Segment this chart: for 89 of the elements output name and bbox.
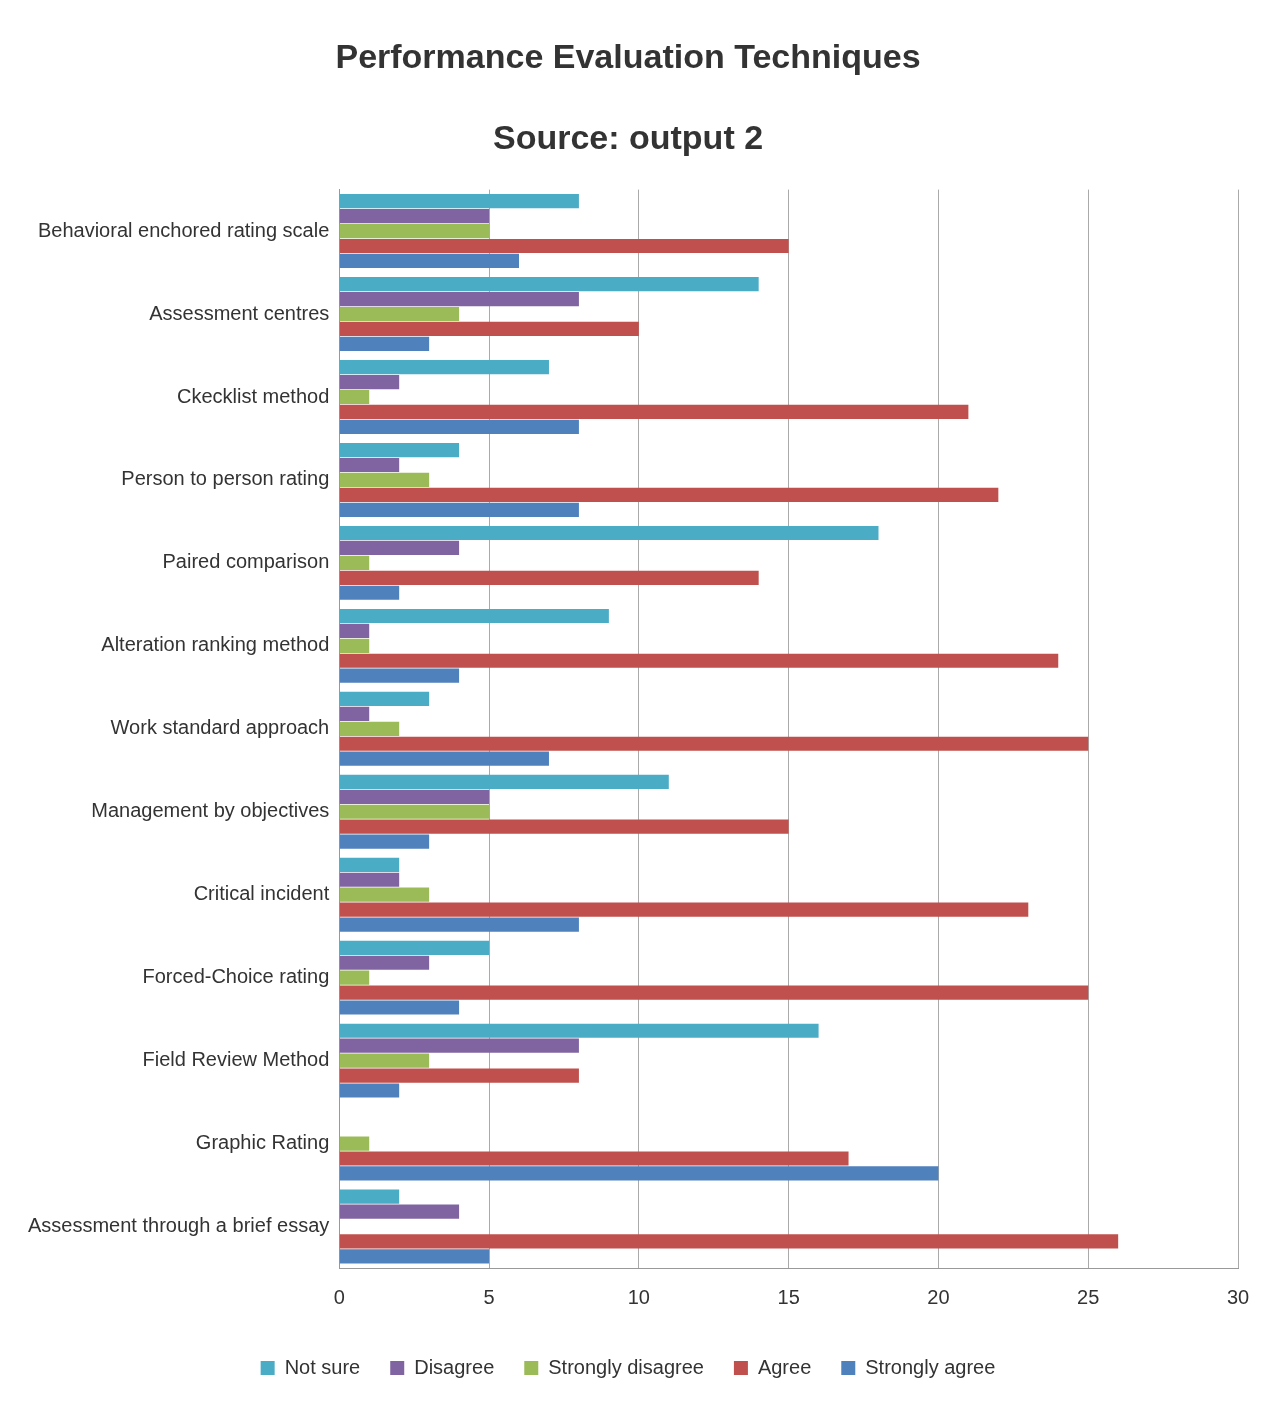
bar [339, 804, 490, 819]
bar [339, 253, 520, 269]
bar [339, 457, 400, 473]
x-tick-label: 30 [1226, 1285, 1250, 1308]
bar [339, 653, 1059, 668]
bar [339, 209, 490, 224]
bar [339, 442, 460, 458]
bar [339, 1151, 849, 1166]
bar [339, 1234, 1119, 1249]
bar [339, 487, 999, 502]
bar [339, 917, 579, 932]
bar [339, 887, 430, 902]
legend-label: Disagree [414, 1355, 495, 1378]
bar [339, 1249, 490, 1264]
y-tick-label: Graphic Rating [195, 1131, 330, 1154]
bar [339, 1189, 400, 1204]
x-tick-label: 0 [333, 1285, 345, 1308]
bar [339, 872, 400, 887]
legend-label: Not sure [284, 1355, 361, 1378]
bar [339, 985, 1089, 1000]
bar [339, 857, 400, 872]
y-tick-label: Assessment centres [149, 301, 330, 324]
bar [339, 292, 579, 307]
bar [339, 668, 460, 683]
bar [339, 321, 639, 337]
bar [339, 389, 370, 405]
bar [339, 819, 789, 834]
y-tick-label: Ckecklist method [176, 384, 330, 407]
y-tick-label: Forced-Choice rating [142, 965, 330, 988]
y-tick-label: Critical incident [193, 882, 330, 905]
bar [339, 940, 490, 955]
bar [339, 419, 579, 434]
chart-subtitle: Source: output 2 [492, 117, 764, 156]
bar [339, 555, 370, 570]
bar [339, 1083, 400, 1098]
x-tick-label: 15 [777, 1285, 800, 1308]
bar [339, 223, 490, 239]
bar [339, 691, 430, 707]
y-tick-label: Field Review Method [142, 1048, 330, 1071]
y-tick-label: Behavioral enchored rating scale [37, 218, 330, 241]
bar [339, 623, 370, 639]
bar [339, 277, 759, 292]
chart-title: Performance Evaluation Techniques [335, 36, 921, 75]
bar [339, 1023, 819, 1038]
bar [339, 238, 789, 254]
x-tick-label: 25 [1077, 1285, 1100, 1308]
y-tick-label: Paired comparison [162, 550, 330, 573]
legend-label: Strongly agree [865, 1355, 996, 1378]
bar [339, 902, 1029, 917]
x-tick-label: 5 [483, 1285, 495, 1308]
y-tick-label: Alteration ranking method [101, 633, 330, 656]
y-tick-label: Person to person rating [121, 467, 330, 490]
legend-label: Agree [757, 1355, 812, 1378]
bar [339, 1053, 430, 1068]
bar [339, 194, 579, 209]
bar [339, 751, 549, 766]
bar [339, 721, 400, 736]
bar [339, 404, 969, 420]
bar [339, 502, 579, 517]
bar [339, 1204, 460, 1219]
bar [339, 525, 879, 541]
bar [339, 472, 430, 488]
y-tick-label: Assessment through a brief essay [27, 1214, 330, 1237]
bar [339, 608, 609, 624]
bar [339, 955, 430, 970]
bar [339, 1068, 579, 1083]
bar [339, 374, 400, 390]
bar [339, 789, 490, 804]
y-tick-label: Management by objectives [91, 799, 330, 822]
bar [339, 970, 370, 985]
bar [339, 540, 460, 556]
bar [339, 736, 1089, 751]
bar [339, 1136, 370, 1151]
bar [339, 336, 430, 351]
bar [339, 570, 759, 585]
x-tick-label: 10 [627, 1285, 650, 1308]
bar [339, 1000, 460, 1015]
x-tick-label: 20 [927, 1285, 950, 1308]
bar [339, 1038, 579, 1053]
bar [339, 360, 549, 375]
bar [339, 774, 669, 789]
y-tick-label: Work standard approach [110, 716, 330, 739]
bar [339, 834, 430, 849]
bar [339, 706, 370, 721]
bar [339, 1166, 939, 1181]
legend-label: Strongly disagree [548, 1355, 704, 1378]
bar [339, 306, 460, 322]
bar [339, 585, 400, 600]
bar [339, 638, 370, 653]
